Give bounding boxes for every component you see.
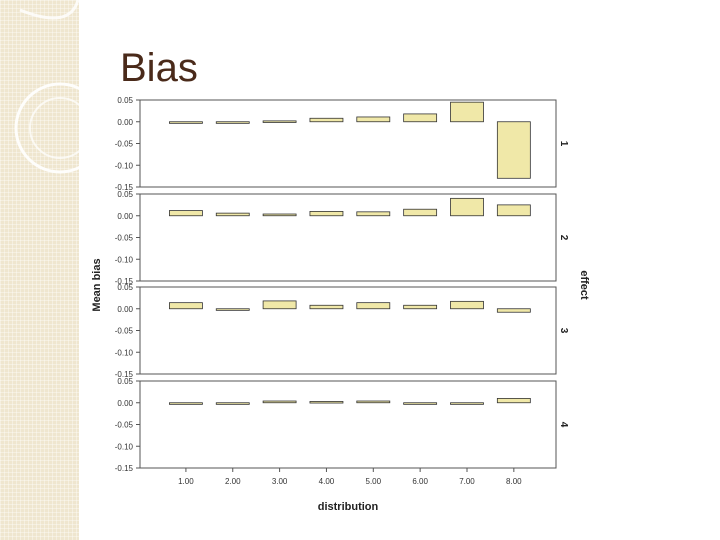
x-tick-label: 4.00 [319,477,335,486]
bar [169,302,203,310]
y-tick-label: -0.10 [115,348,134,357]
chart-panels: 0.05 0.00 -0.05 -0.10 -0.15 1 0.05 0.00 -0.05 -0.… [115,96,569,486]
bar [215,308,250,311]
y-tick-label: -0.05 [115,140,134,149]
bar [262,120,297,123]
bar [309,210,344,217]
bar [215,121,250,124]
y-tick-label: 0.00 [117,212,133,221]
bar [450,101,484,123]
y-tick-label: 0.05 [117,190,133,199]
slide-title: Bias [120,46,198,90]
bar [356,400,391,404]
y-tick-label: -0.15 [115,464,134,473]
bar [169,402,203,405]
x-tick-label: 7.00 [459,477,475,486]
y-tick-label: 0.05 [117,283,133,292]
bar [496,397,531,404]
bar [496,308,531,313]
bar [356,302,391,310]
bar [450,402,484,405]
panel-frame [139,193,557,282]
bar [262,213,297,217]
facet-label: effect [578,270,590,300]
x-tick-label: 8.00 [506,477,522,486]
decorative-circles [14,0,106,174]
bar [496,204,531,217]
bar [309,304,344,310]
x-tick-label: 1.00 [178,477,194,486]
x-tick-label: 6.00 [412,477,428,486]
y-tick-label: -0.15 [115,370,134,379]
y-tick-label: -0.05 [115,234,134,243]
x-tick-label: 2.00 [225,477,241,486]
bar [403,304,438,310]
y-tick-label: 0.05 [117,96,133,105]
y-tick-label: -0.10 [115,161,134,170]
y-tick-label: -0.10 [115,255,134,264]
y-tick-label: 0.05 [117,377,133,386]
bar [356,211,391,217]
bar [450,197,484,217]
bar [215,212,250,217]
y-tick-label: -0.10 [115,442,134,451]
panel-frame [139,286,557,375]
bar [403,402,438,405]
y-tick-label: 0.00 [117,305,133,314]
y-axis-label: Mean bias [91,258,103,311]
bar [262,300,297,310]
bar [309,117,344,123]
bar [309,401,344,404]
y-tick-label: 0.00 [117,399,133,408]
y-tick-label: -0.15 [115,183,134,192]
panel-label: 1 [558,141,569,147]
panel-label: 2 [558,235,569,241]
bar [169,210,203,217]
x-tick-label: 3.00 [272,477,288,486]
bar [450,300,484,310]
panel-frame [139,380,557,469]
bar [262,400,297,404]
bar [403,113,438,123]
panel-frame [139,99,557,188]
bar [403,208,438,217]
bar [169,121,203,124]
bar [215,402,250,405]
y-tick-label: 0.00 [117,118,133,127]
y-tick-label: -0.05 [115,327,134,336]
x-axis-label: distribution [318,501,379,513]
panel-label: 4 [558,422,569,428]
y-tick-label: -0.05 [115,421,134,430]
x-tick-label: 5.00 [366,477,382,486]
y-tick-label: -0.15 [115,277,134,286]
bar [496,121,531,179]
bar [356,116,391,123]
panel-label: 3 [558,328,569,334]
